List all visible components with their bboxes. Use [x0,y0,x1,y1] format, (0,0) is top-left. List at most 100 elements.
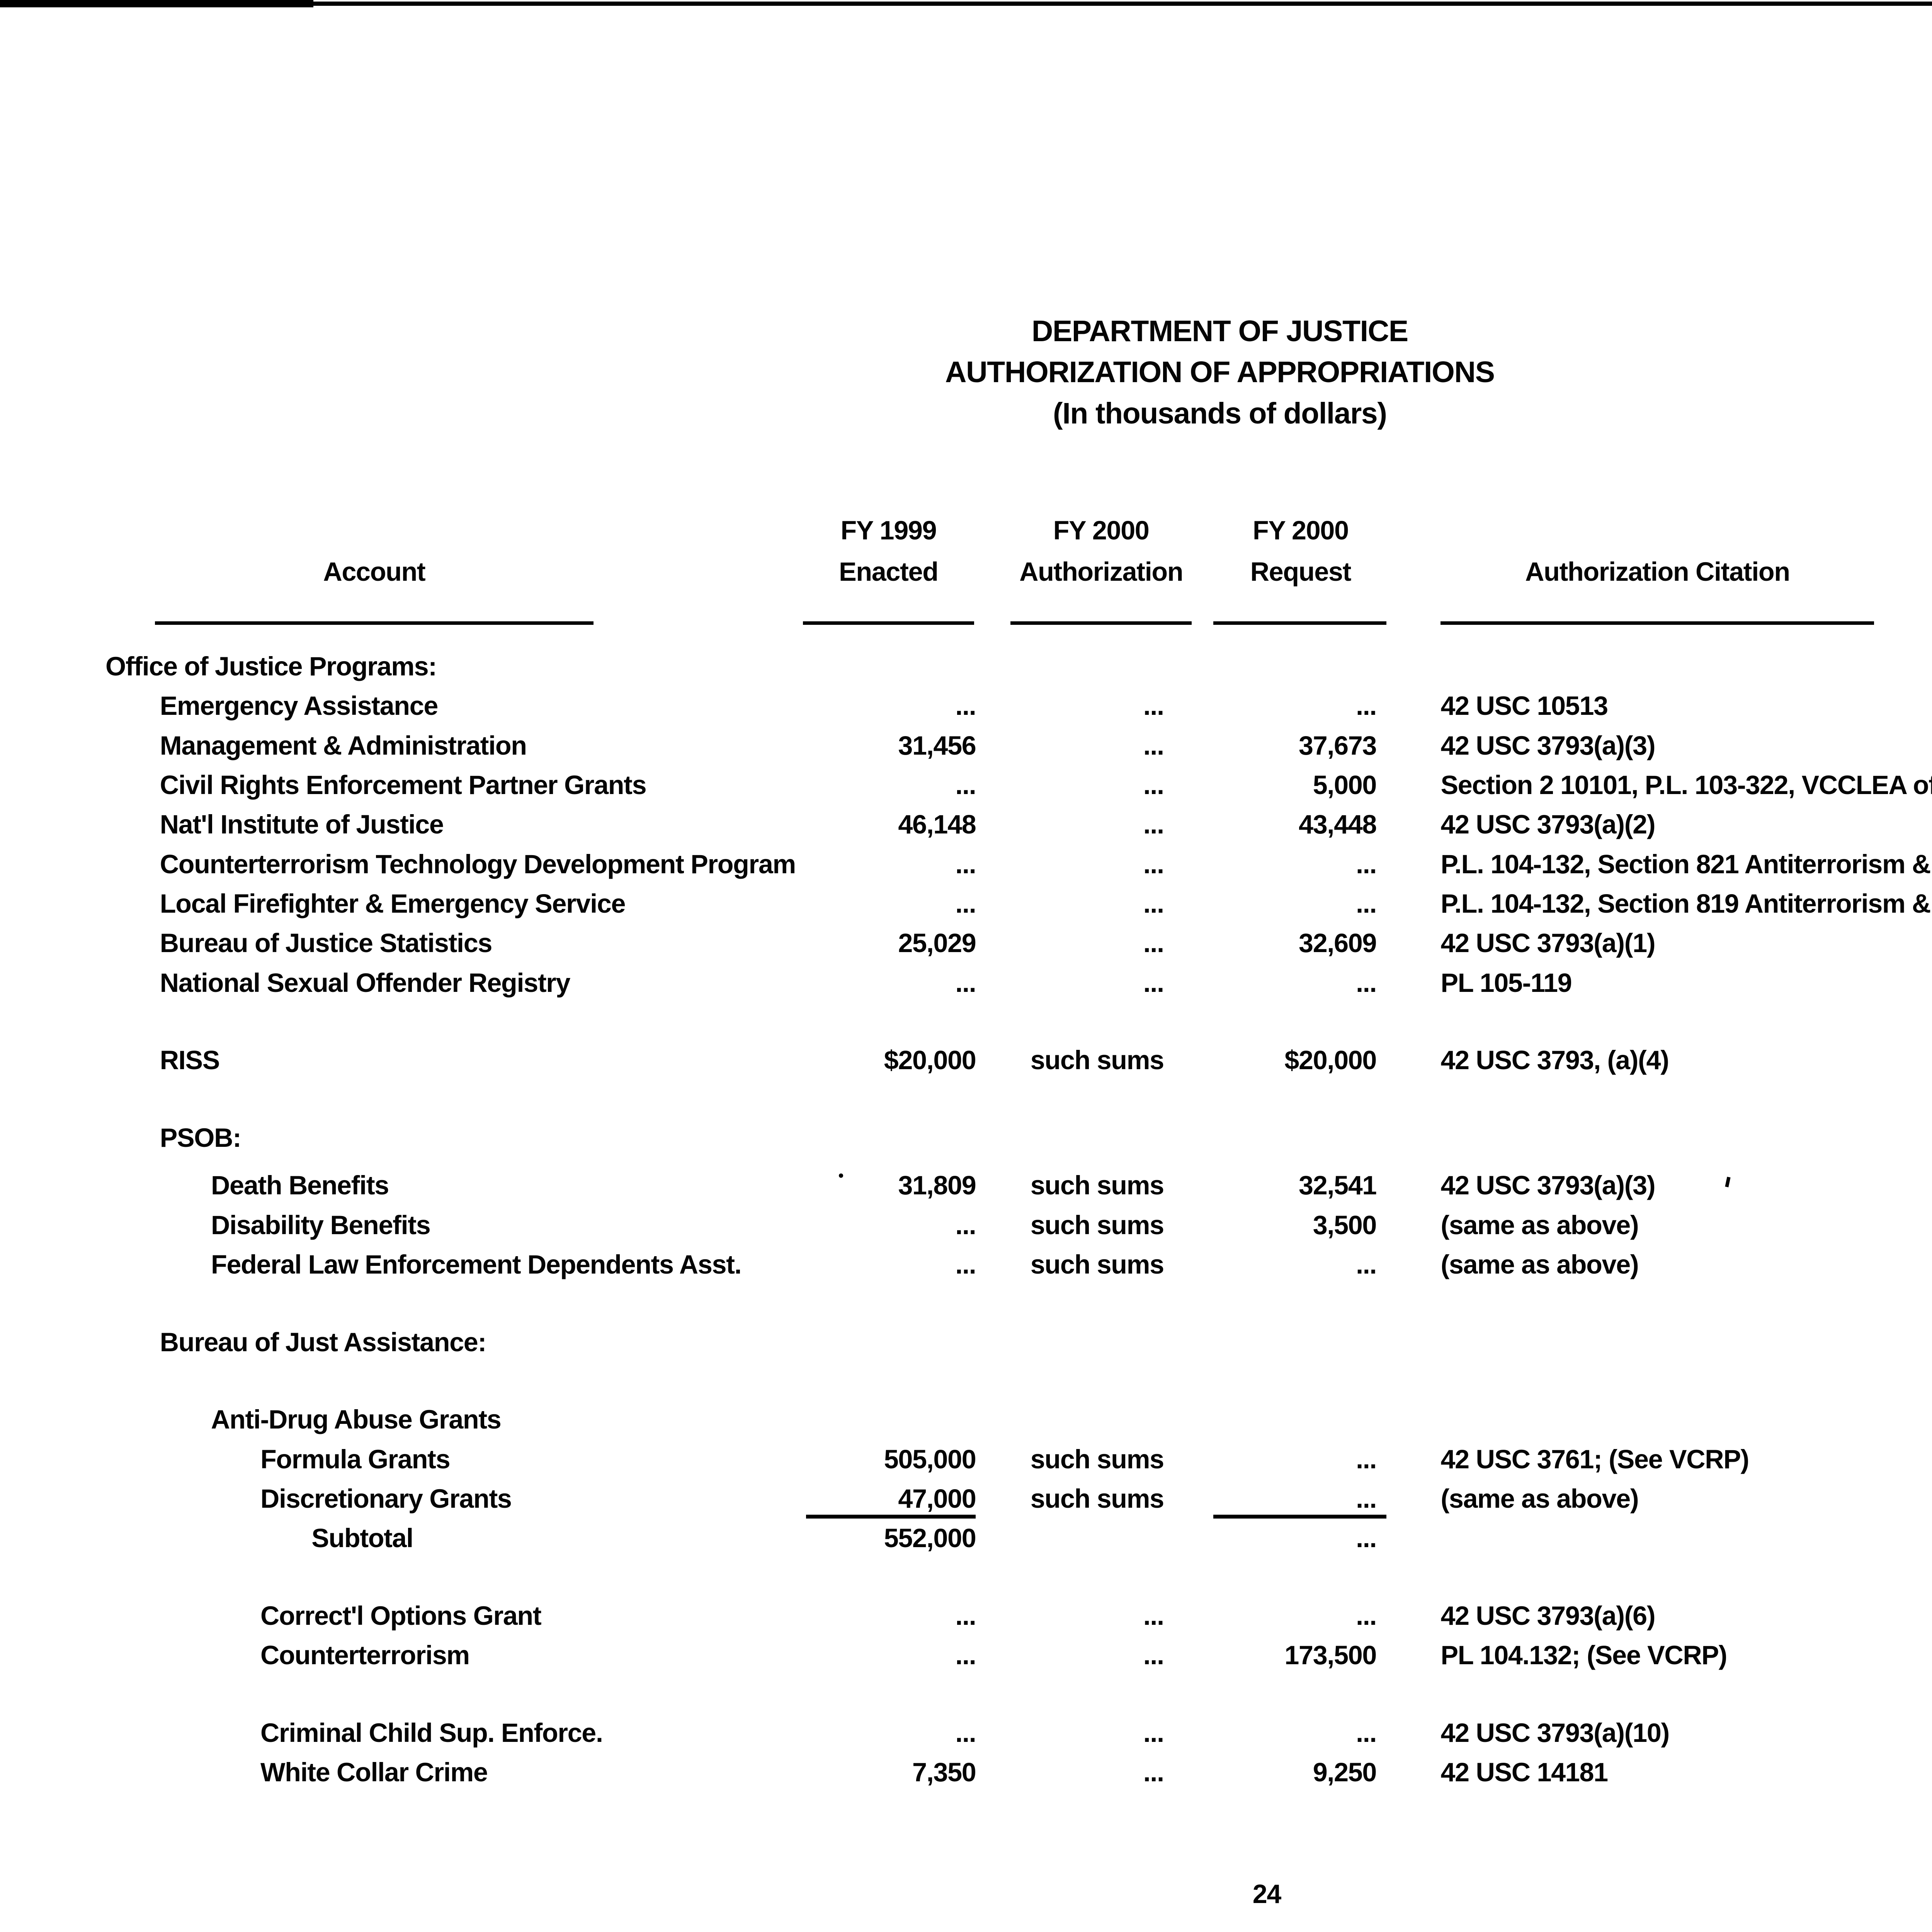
account-label: Civil Rights Enforcement Partner Grants [160,770,647,800]
table-row: Correct'l Options Grant......... 42 USC 3… [0,1599,1932,1638]
account-label: RISS [160,1046,220,1075]
cell-authorization: ... [1143,1601,1164,1631]
cell-enacted: ... [955,691,976,721]
cell-request: ... [1356,691,1377,721]
table-row: Office of Justice Programs: [0,650,1932,689]
column-underline-account [155,588,594,625]
scan-top-left-bar [0,0,313,8]
cell-request: 32,541 [1299,1171,1377,1201]
page-number: 24 [1252,1879,1282,1909]
table-row: Emergency Assistance......... 42 USC 1051… [0,689,1932,728]
cell-authorization: ... [1143,1718,1164,1748]
title-authorization: AUTHORIZATION OF APPROPRIATIONS [945,355,1495,389]
cell-citation: (same as above) [1440,1250,1639,1280]
cell-citation: 42 USC 10513 [1440,691,1608,721]
account-label: Criminal Child Sup. Enforce. [260,1718,603,1748]
cell-request: 37,673 [1299,731,1377,760]
column-underline-enacted [803,588,975,625]
cell-citation: 42 USC 3761; (See VCRP) [1440,1444,1749,1474]
cell-enacted: $20,000 [884,1046,976,1075]
cell-authorization: ... [1143,968,1164,998]
cell-request: 3,500 [1313,1210,1377,1240]
cell-authorization: ... [1143,810,1164,840]
account-label: Office of Justice Programs: [105,651,437,681]
cell-enacted: 46,148 [898,810,976,840]
cell-authorization: ... [1143,731,1164,760]
cell-enacted: 47,000 [898,1484,976,1514]
cell-citation: (same as above) [1440,1484,1639,1514]
account-label: Counterterrorism Technology Development … [160,849,796,879]
column-header-fy2000-authorization: FY 2000 [1053,515,1150,545]
cell-citation: 42 USC 14181 [1440,1758,1608,1787]
cell-authorization: such sums [1030,1250,1164,1280]
account-label: Formula Grants [260,1444,451,1474]
account-label: Anti-Drug Abuse Grants [211,1405,502,1435]
cell-citation: P.L. 104-132, Section 821 Antiterrorism … [1440,849,1932,879]
cell-authorization: ... [1143,770,1164,800]
column-header-request: Request [1250,557,1352,587]
table-row: Criminal Child Sup. Enforce.......... 42 … [0,1716,1932,1755]
cell-request: ... [1356,1444,1377,1474]
table-row: Bureau of Just Assistance: [0,1325,1932,1365]
column-header-enacted: Enacted [839,557,939,587]
cell-citation: 42 USC 3793(a)(3) [1440,1171,1655,1201]
cell-authorization: ... [1143,929,1164,958]
cell-citation: PL 104.132; (See VCRP) [1440,1641,1727,1670]
cell-enacted: ... [955,1601,976,1631]
column-header-authorization: Authorization [1019,557,1183,587]
account-label: Bureau of Just Assistance: [160,1327,486,1357]
title-department: DEPARTMENT OF JUSTICE [1031,314,1408,348]
table-row: Anti-Drug Abuse Grants [0,1403,1932,1442]
title-units-note: (In thousands of dollars) [1053,397,1387,430]
cell-request: ... [1356,1718,1377,1748]
account-label: Counterterrorism [260,1641,470,1670]
table-row: National Sexual Offender Registry.......… [0,966,1932,1005]
cell-enacted: 7,350 [912,1758,976,1787]
cell-citation: Section 2 10101, P.L. 103-322, VCCLEA of… [1440,770,1932,800]
subtotal-rule [1213,1515,1386,1519]
column-header-citation: Authorization Citation [1525,557,1790,587]
cell-request: ... [1356,889,1377,919]
cell-authorization: such sums [1030,1210,1164,1240]
table-row: Death Benefits 31,809 such sums 32,541 42 US… [0,1168,1932,1208]
scan-top-edge-line [0,2,1932,6]
cell-authorization: such sums [1030,1171,1164,1201]
cell-citation: 42 USC 3793(a)(10) [1440,1718,1670,1748]
table-row: Local Firefighter & Emergency Service...… [0,887,1932,926]
table-row: Management & Administration 31,456... 37,6… [0,729,1932,768]
table-row: Nat'l Institute of Justice 46,148... 43,44… [0,808,1932,847]
cell-authorization: such sums [1030,1484,1164,1514]
cell-request: ... [1356,1484,1377,1514]
cell-request: ... [1356,968,1377,998]
cell-enacted: ... [955,1250,976,1280]
cell-request: ... [1356,1250,1377,1280]
account-label: Management & Administration [160,731,527,760]
table-row: RISS $20,000 such sums $20,000 42 USC 3793, … [0,1043,1932,1083]
account-label: Emergency Assistance [160,691,439,721]
cell-enacted: ... [955,1718,976,1748]
cell-request: $20,000 [1284,1046,1377,1075]
account-label: Local Firefighter & Emergency Service [160,889,626,919]
cell-citation: 42 USC 3793(a)(3) [1440,731,1655,760]
document-title-block: DEPARTMENT OF JUSTICE AUTHORIZATION OF A… [725,315,1714,439]
table-row: Bureau of Justice Statistics 25,029... 32,… [0,926,1932,966]
column-underline-citation [1440,588,1874,625]
account-label: Discretionary Grants [260,1484,512,1514]
cell-enacted: ... [955,889,976,919]
cell-citation: 42 USC 3793(a)(6) [1440,1601,1655,1631]
cell-enacted: 505,000 [884,1444,976,1474]
table-row: Counterterrorism...... 173,500 PL 104.132;… [0,1638,1932,1678]
account-label: Subtotal [311,1524,413,1553]
account-label: Bureau of Justice Statistics [160,929,493,958]
table-row: Subtotal 552,000... [0,1521,1932,1561]
cell-authorization: ... [1143,691,1164,721]
cell-citation: 42 USC 3793(a)(2) [1440,810,1655,840]
table-row: PSOB: [0,1121,1932,1169]
scan-speck [839,1173,844,1178]
cell-authorization: ... [1143,1758,1164,1787]
table-row: Formula Grants 505,000 such sums... 42 USC … [0,1442,1932,1482]
cell-citation: PL 105-119 [1440,968,1572,998]
table-row: Disability Benefits... such sums 3,500 (sam… [0,1208,1932,1248]
account-label: Correct'l Options Grant [260,1601,542,1631]
